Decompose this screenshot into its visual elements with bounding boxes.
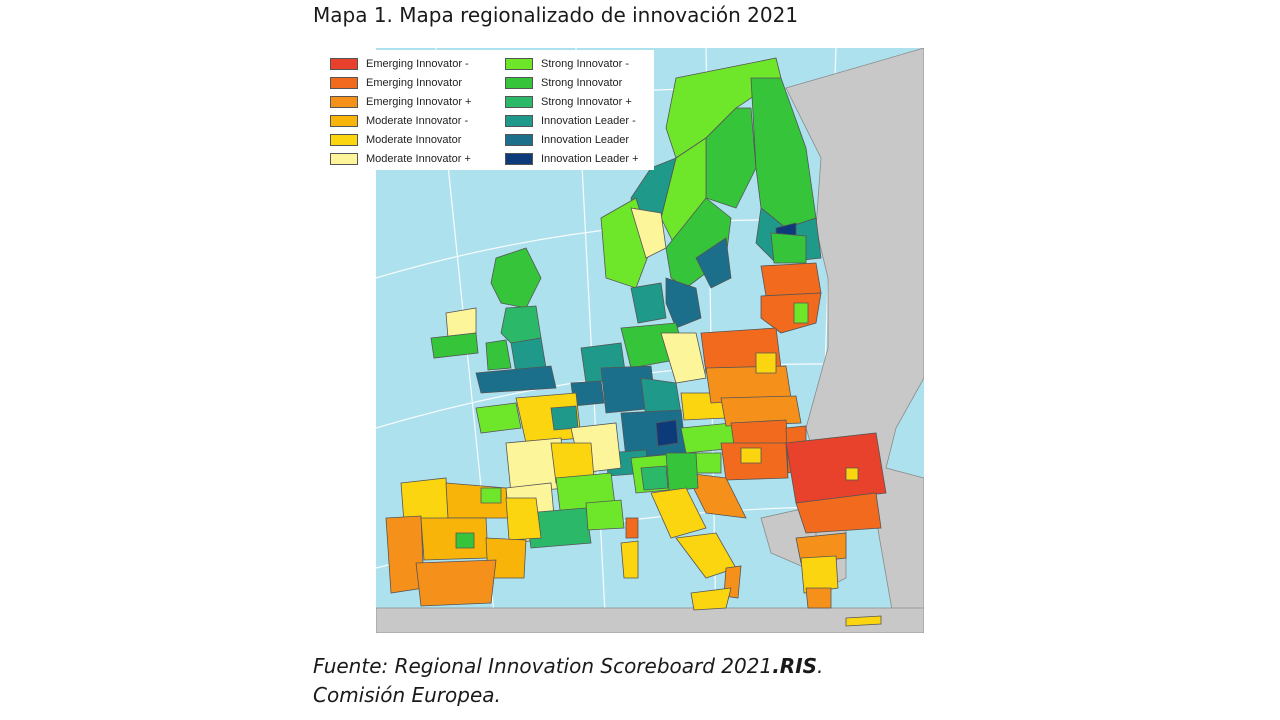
legend-swatch xyxy=(505,77,533,89)
region-greece-south xyxy=(805,587,832,609)
eastern-regions xyxy=(685,327,887,627)
legend-swatch xyxy=(330,115,358,127)
region-south-england xyxy=(475,365,557,394)
legend-swatch xyxy=(330,58,358,70)
region-italy-central xyxy=(650,487,707,539)
source-line-2: Comisión Europea. xyxy=(313,683,501,707)
region-warsaw xyxy=(755,352,777,374)
legend-label: Emerging Innovator - xyxy=(366,58,469,70)
source-note: Fuente: Regional Innovation Scoreboard 2… xyxy=(313,652,823,710)
source-prefix: Fuente: Regional Innovation Scoreboard 2… xyxy=(313,654,773,678)
region-greece-central xyxy=(800,555,839,594)
legend-label: Strong Innovator - xyxy=(541,58,630,70)
uk-ireland-regions xyxy=(430,247,557,394)
region-sardinia xyxy=(620,540,639,579)
legend-swatch xyxy=(505,96,533,108)
legend-label: Emerging Innovator + xyxy=(366,96,472,108)
region-lithuania-capital xyxy=(793,302,809,324)
source-suffix: . xyxy=(817,654,824,678)
region-bulgaria xyxy=(795,492,882,534)
region-sicily xyxy=(690,587,732,611)
region-greece-north xyxy=(795,532,847,564)
legend-label: Moderate Innovator xyxy=(366,134,462,146)
central-regions xyxy=(475,282,737,549)
nordic-regions xyxy=(600,57,822,329)
source-bold: .RIS xyxy=(772,654,818,678)
region-crete xyxy=(845,615,882,627)
region-bucharest xyxy=(845,467,859,481)
region-romania xyxy=(785,432,887,504)
region-lombardy xyxy=(640,465,669,491)
legend-swatch xyxy=(505,153,533,165)
region-germany-east xyxy=(660,332,707,384)
legend-swatch xyxy=(330,96,358,108)
region-poland-south xyxy=(720,395,802,427)
legend-label: Moderate Innovator - xyxy=(366,115,469,127)
italy-regions xyxy=(620,452,742,611)
iberia-regions xyxy=(385,477,542,607)
legend-label: Strong Innovator + xyxy=(541,96,632,108)
region-andalusia xyxy=(415,559,497,607)
non-eu-land xyxy=(376,48,924,633)
region-estonia xyxy=(770,232,807,264)
legend-swatch xyxy=(505,134,533,146)
region-bavaria-top xyxy=(655,419,679,447)
legend-swatch xyxy=(330,153,358,165)
region-ireland-south xyxy=(430,332,479,359)
legend-label: Innovation Leader - xyxy=(541,115,636,127)
legend-label: Innovation Leader xyxy=(541,134,630,146)
region-sweden-skane xyxy=(665,277,702,329)
region-stockholm xyxy=(695,237,732,289)
legend-label: Moderate Innovator + xyxy=(366,153,471,165)
legend-label: Strong Innovator xyxy=(541,77,623,89)
source-line-1: Fuente: Regional Innovation Scoreboard 2… xyxy=(313,652,823,681)
region-paris xyxy=(550,405,579,431)
legend-swatch xyxy=(330,77,358,89)
legend-swatch xyxy=(505,58,533,70)
map-legend: Emerging Innovator - Emerging Innovator Em… xyxy=(322,50,654,170)
region-wales xyxy=(485,339,512,371)
region-denmark xyxy=(630,282,667,324)
region-madrid xyxy=(455,532,475,549)
region-slovakia xyxy=(730,419,789,447)
region-catalonia xyxy=(505,497,542,541)
region-paca xyxy=(585,499,625,531)
region-spain-central xyxy=(420,517,489,561)
region-galicia xyxy=(400,477,449,524)
region-latvia xyxy=(760,262,822,297)
region-basque xyxy=(480,487,502,504)
region-brittany xyxy=(475,402,522,434)
region-budapest xyxy=(740,447,762,464)
legend-label: Emerging Innovator xyxy=(366,77,462,89)
legend-swatch xyxy=(505,115,533,127)
legend-swatch xyxy=(330,134,358,146)
figure-title: Mapa 1. Mapa regionalizado de innovación… xyxy=(313,3,799,27)
region-corsica xyxy=(625,517,639,539)
legend-label: Innovation Leader + xyxy=(541,153,639,165)
baltic-regions xyxy=(760,262,822,334)
region-croatia xyxy=(685,472,747,519)
region-italy-northeast xyxy=(665,452,699,492)
